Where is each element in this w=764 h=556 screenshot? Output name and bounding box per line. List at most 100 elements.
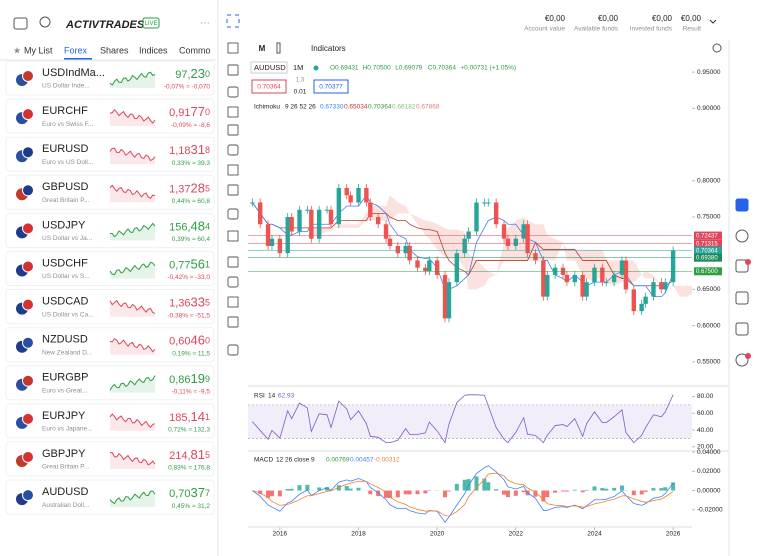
candle-icon[interactable] bbox=[276, 42, 281, 54]
row-bg[interactable] bbox=[5, 479, 215, 515]
chart-interval: 1M bbox=[293, 63, 303, 72]
tool-icon[interactable] bbox=[227, 276, 239, 288]
x-tick-label: 2020 bbox=[430, 531, 445, 538]
buy-price: 0.70377 bbox=[319, 84, 343, 91]
price-tag bbox=[694, 246, 722, 255]
rsi-tick-label: 60.00 bbox=[697, 410, 714, 417]
description: Euro vs Great... bbox=[42, 388, 88, 395]
tab[interactable]: My List bbox=[24, 45, 53, 55]
price-part: 31 bbox=[191, 143, 205, 158]
macd-hist bbox=[592, 486, 597, 491]
price-part: 8 bbox=[205, 146, 210, 156]
description: Great Britain P... bbox=[42, 464, 89, 471]
row-bg[interactable] bbox=[5, 136, 215, 172]
change: 0,19% ≈ 11,5 bbox=[172, 350, 210, 357]
side-icon[interactable] bbox=[735, 353, 749, 367]
price-part: 0 bbox=[205, 336, 210, 346]
tool-icon[interactable] bbox=[227, 230, 239, 242]
tool-icon[interactable] bbox=[227, 296, 239, 308]
tab[interactable]: Forex bbox=[64, 45, 88, 55]
symbol: AUDUSD bbox=[42, 486, 89, 498]
price-tag-label: 0.67500 bbox=[696, 269, 718, 275]
settings-icon[interactable] bbox=[712, 43, 722, 53]
row-bg[interactable] bbox=[5, 327, 215, 363]
sparkline-area bbox=[110, 300, 155, 317]
tab[interactable]: Indices bbox=[139, 45, 168, 55]
candle bbox=[580, 274, 585, 297]
candle bbox=[659, 282, 664, 290]
row-bg[interactable] bbox=[5, 289, 215, 325]
candle bbox=[592, 267, 597, 283]
tool-icon[interactable] bbox=[227, 144, 239, 156]
star-icon: ★ bbox=[13, 45, 21, 55]
quantity: 0.01 bbox=[294, 89, 307, 96]
candle bbox=[505, 238, 511, 246]
fullscreen-icon[interactable] bbox=[226, 14, 240, 28]
tool-icon[interactable] bbox=[227, 42, 239, 54]
row-bg[interactable] bbox=[5, 60, 215, 96]
price-part: 156, bbox=[169, 221, 190, 233]
sparkline bbox=[109, 261, 156, 276]
side-icon[interactable] bbox=[735, 291, 749, 305]
candle bbox=[395, 245, 401, 254]
row-bg[interactable] bbox=[5, 403, 215, 439]
tool-icon[interactable] bbox=[227, 208, 239, 220]
side-icon[interactable] bbox=[735, 229, 749, 243]
price-part: 1,18 bbox=[169, 145, 190, 157]
sell-box[interactable] bbox=[251, 79, 287, 94]
search-icon[interactable] bbox=[39, 16, 51, 28]
sparkline-area bbox=[110, 375, 155, 393]
macd-hist bbox=[336, 485, 341, 491]
macd-hist bbox=[505, 490, 510, 498]
symbol: EURGBP bbox=[42, 372, 88, 384]
sparkline-area bbox=[110, 185, 155, 203]
rsi-line bbox=[252, 394, 674, 444]
row-bg[interactable] bbox=[5, 441, 215, 477]
macd-hist bbox=[454, 483, 459, 491]
sparkline bbox=[109, 490, 156, 505]
tab[interactable]: Shares bbox=[100, 45, 129, 55]
row-bg[interactable] bbox=[5, 365, 215, 401]
description: US Dollar vs Ja... bbox=[42, 235, 92, 242]
tool-icon[interactable] bbox=[227, 164, 239, 176]
tab[interactable]: Commo bbox=[179, 45, 211, 55]
chevron[interactable] bbox=[709, 19, 717, 24]
tool-icon[interactable] bbox=[227, 124, 239, 136]
candle bbox=[651, 282, 656, 297]
row-bg[interactable] bbox=[5, 212, 215, 248]
macd-hist bbox=[462, 479, 467, 491]
tool-icon[interactable] bbox=[227, 256, 239, 268]
row-bg[interactable] bbox=[5, 98, 215, 134]
account-value: €0,00 bbox=[681, 14, 702, 23]
price: 0,77561 bbox=[169, 257, 210, 272]
candle bbox=[670, 250, 676, 283]
candle bbox=[446, 282, 452, 319]
buy-box[interactable] bbox=[313, 79, 349, 94]
tool-icon[interactable] bbox=[227, 106, 239, 118]
macd-hist bbox=[663, 487, 668, 491]
timeframe[interactable]: M bbox=[259, 44, 266, 53]
sparkline-area bbox=[110, 148, 155, 165]
price-part: 0,86 bbox=[169, 374, 190, 386]
tool-icon[interactable] bbox=[227, 64, 239, 76]
rsi-params: 14 bbox=[268, 393, 276, 400]
side-icon[interactable] bbox=[735, 259, 749, 273]
status-dot bbox=[313, 65, 319, 71]
symbol: USDIndMa... bbox=[42, 67, 105, 79]
change: 0,83% ≈ 176,8 bbox=[168, 465, 210, 472]
candle bbox=[611, 274, 617, 283]
panel-icon[interactable] bbox=[13, 17, 28, 30]
indicators[interactable]: Indicators bbox=[311, 44, 346, 53]
side-icon[interactable] bbox=[735, 322, 749, 336]
tool-icon[interactable] bbox=[227, 344, 239, 356]
tool-icon[interactable] bbox=[227, 316, 239, 328]
row-bg[interactable] bbox=[5, 251, 215, 286]
tool-icon[interactable] bbox=[227, 184, 239, 196]
row-bg[interactable] bbox=[5, 174, 215, 210]
tool-icon[interactable] bbox=[227, 86, 239, 98]
rsi-band bbox=[248, 404, 692, 439]
side-icon[interactable] bbox=[735, 198, 749, 212]
price: 1,36335 bbox=[169, 295, 210, 310]
price-part: 1,37 bbox=[169, 183, 190, 195]
menu[interactable]: ··· bbox=[200, 18, 210, 29]
